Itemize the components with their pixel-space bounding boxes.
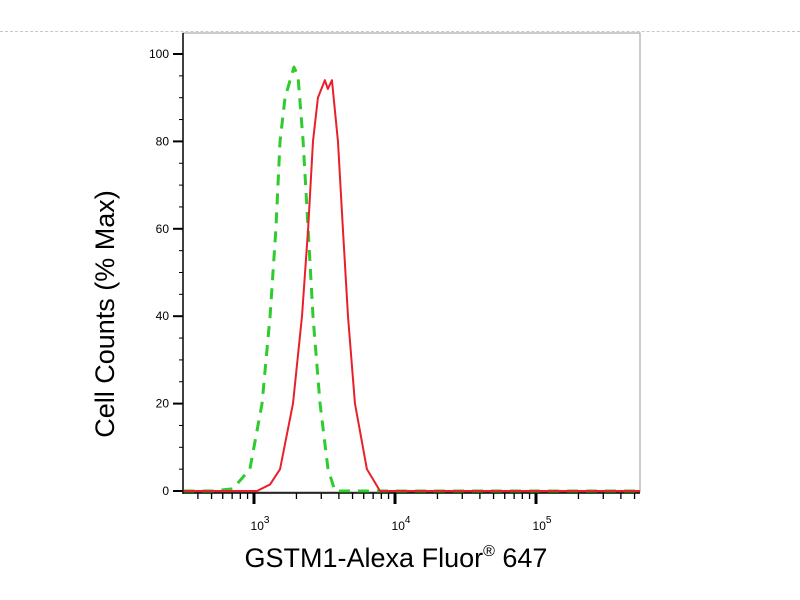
y-tick-label: 100 xyxy=(149,47,169,61)
series-group xyxy=(183,65,640,493)
y-tick-label: 0 xyxy=(162,484,169,498)
series-line-control xyxy=(183,65,640,493)
series-line-sample xyxy=(183,79,640,492)
y-tick-label: 40 xyxy=(156,309,170,323)
axes: 0 20 40 60 80 100 103 104 105 xyxy=(149,32,641,533)
x-axis-title: GSTM1-Alexa Fluor® 647 xyxy=(245,543,548,573)
x-tick-label: 105 xyxy=(533,515,552,533)
y-tick-label: 60 xyxy=(156,222,170,236)
x-tick-label: 104 xyxy=(392,515,411,533)
top-divider xyxy=(0,31,800,32)
y-axis-title: Cell Counts (% Max) xyxy=(90,190,120,438)
x-tick-label: 103 xyxy=(251,515,270,533)
y-tick-label: 80 xyxy=(156,134,170,148)
plot-frame xyxy=(182,32,641,493)
y-tick-label: 20 xyxy=(156,397,170,411)
